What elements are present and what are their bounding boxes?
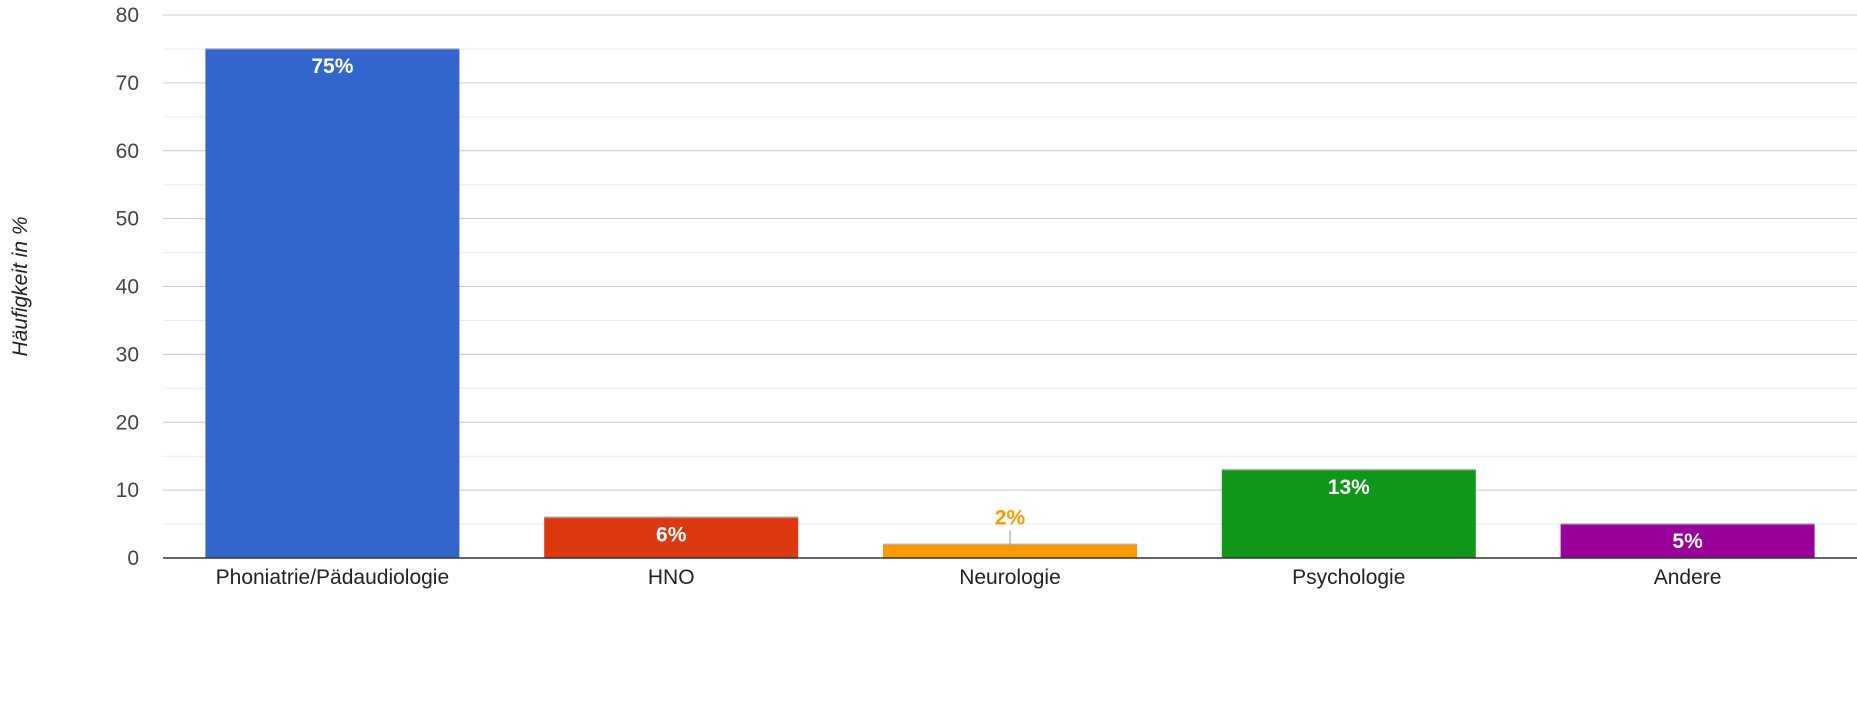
y-tick-label: 60 [116, 140, 139, 163]
y-tick-label: 40 [116, 276, 139, 299]
bar[interactable] [205, 48, 460, 558]
x-category-label: Phoniatrie/Pädaudiologie [216, 566, 450, 589]
data-labels: 75% 6% 2% 13% 5% [311, 55, 1703, 553]
bar[interactable] [1221, 469, 1476, 558]
x-category-label: HNO [648, 566, 695, 589]
y-tick-label: 0 [127, 547, 139, 570]
y-tick-label: 10 [116, 479, 139, 502]
bar-top-edge [544, 516, 799, 519]
y-axis-title: Häufigkeit in % [9, 216, 32, 356]
data-label: 2% [995, 506, 1026, 529]
x-category-label: Neurologie [959, 566, 1061, 589]
data-label: 13% [1328, 476, 1370, 499]
y-axis-ticks: 0 10 20 30 40 50 60 70 80 [116, 4, 139, 570]
y-tick-label: 30 [116, 343, 139, 366]
x-category-label: Psychologie [1292, 566, 1405, 589]
bars [205, 47, 1815, 558]
data-label: 75% [311, 55, 353, 78]
data-label: 5% [1672, 530, 1703, 553]
x-category-label: Andere [1654, 566, 1722, 589]
bar-top-edge [1560, 523, 1815, 526]
y-tick-label: 80 [116, 4, 139, 27]
bar-top-edge [1221, 468, 1476, 471]
bar-top-edge [205, 47, 460, 50]
x-axis-categories: Phoniatrie/Pädaudiologie HNO Neurologie Psy… [216, 566, 1722, 589]
y-tick-label: 50 [116, 208, 139, 231]
bar[interactable] [544, 517, 799, 558]
y-tick-label: 20 [116, 411, 139, 434]
bar[interactable] [883, 544, 1137, 558]
bar[interactable] [1560, 524, 1815, 558]
data-label: 6% [656, 523, 687, 546]
y-tick-label: 70 [116, 72, 139, 95]
